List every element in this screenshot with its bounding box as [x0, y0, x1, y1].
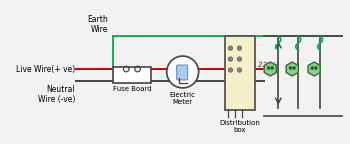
FancyBboxPatch shape — [224, 36, 255, 110]
Text: Earth
Wire: Earth Wire — [87, 15, 108, 34]
Circle shape — [289, 67, 292, 70]
Circle shape — [237, 68, 241, 72]
Text: Fuse Board: Fuse Board — [113, 86, 151, 92]
Circle shape — [271, 67, 274, 70]
FancyBboxPatch shape — [113, 67, 151, 83]
Circle shape — [228, 46, 233, 50]
Circle shape — [228, 68, 233, 72]
Circle shape — [237, 46, 241, 50]
Text: Live Wire(+ ve): Live Wire(+ ve) — [16, 65, 75, 73]
Circle shape — [314, 67, 317, 70]
Circle shape — [293, 67, 295, 70]
Polygon shape — [308, 62, 320, 76]
Text: 220 V: 220 V — [258, 62, 279, 68]
Polygon shape — [286, 62, 298, 76]
Circle shape — [167, 56, 198, 88]
Circle shape — [311, 67, 314, 70]
Circle shape — [228, 57, 233, 61]
Text: Neutral
Wire (-ve): Neutral Wire (-ve) — [38, 85, 75, 104]
Polygon shape — [264, 62, 276, 76]
Circle shape — [237, 57, 241, 61]
Text: Electric
Meter: Electric Meter — [170, 92, 196, 105]
Text: Distribution
box: Distribution box — [219, 120, 260, 133]
Circle shape — [267, 67, 270, 70]
FancyBboxPatch shape — [177, 65, 188, 80]
